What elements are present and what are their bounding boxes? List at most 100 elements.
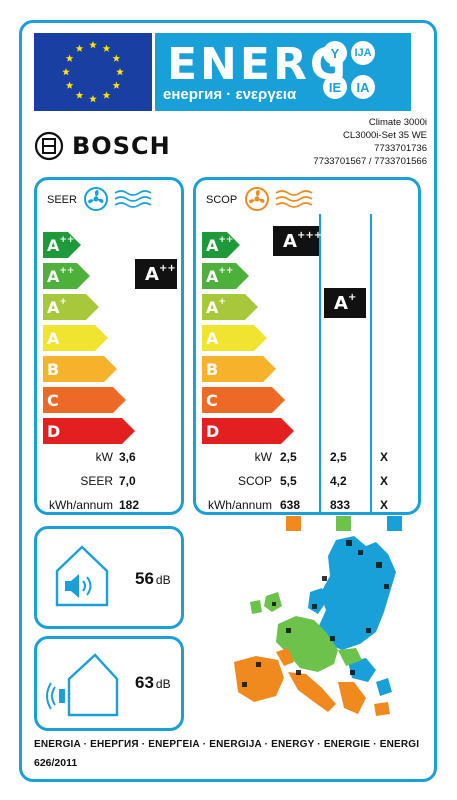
regulation-number: 626/2011 bbox=[34, 757, 78, 769]
cooling-kw-label: kW bbox=[95, 450, 113, 464]
cooling-fan-icon bbox=[84, 187, 108, 211]
zone-square-warmer bbox=[286, 516, 301, 531]
eu-star bbox=[112, 81, 121, 89]
heating-kw-colder: X bbox=[380, 450, 389, 464]
bosch-logo-icon bbox=[34, 131, 64, 161]
indoor-noise-panel: 56 dB bbox=[34, 526, 184, 629]
heating-class-sup: ++ bbox=[218, 266, 234, 276]
zone-square-average bbox=[336, 516, 351, 531]
heating-class-letter: A bbox=[206, 328, 219, 348]
heating-annual-average: 833 bbox=[330, 498, 351, 512]
eu-star bbox=[102, 91, 111, 99]
heating-class-letter: B bbox=[206, 359, 219, 379]
energy-subtitle: енергия · ενεργεια bbox=[163, 86, 297, 103]
heating-annual-warmer: 638 bbox=[280, 498, 301, 512]
eu-star bbox=[62, 68, 70, 76]
model-info: Climate 3000i CL3000i-Set 35 WE 77337017… bbox=[313, 116, 427, 168]
heating-class-letter: D bbox=[206, 421, 220, 441]
cooling-class-sup: + bbox=[59, 297, 67, 307]
cooling-class-arrow-2: A ++ bbox=[43, 263, 90, 289]
cooling-class-arrow-5: B bbox=[43, 356, 117, 382]
heating-class-arrow-2: A ++ bbox=[202, 263, 249, 289]
zone-divider-2 bbox=[370, 214, 372, 512]
heating-class-letter: A bbox=[206, 266, 219, 286]
map-warmer-zone bbox=[234, 648, 390, 716]
heating-panel: SCOP A +++ A ++ A + A B C D A +++ A + kW 2,5 2,5 X … bbox=[193, 177, 421, 515]
cooling-rating-letter: A bbox=[145, 263, 159, 285]
heating-class-arrow-6: C bbox=[202, 387, 285, 413]
indoor-noise-unit: dB bbox=[155, 573, 171, 587]
heating-class-letter: C bbox=[206, 390, 218, 410]
indoor-unit-speaker-icon bbox=[55, 545, 109, 607]
map-outline bbox=[242, 540, 389, 687]
zone-square-colder bbox=[387, 516, 402, 531]
heating-class-letter: A bbox=[206, 235, 219, 255]
outdoor-noise-unit: dB bbox=[155, 677, 171, 691]
cooling-class-letter: A bbox=[47, 235, 60, 255]
heating-class-arrow-4: A bbox=[202, 325, 267, 351]
eu-star bbox=[89, 95, 97, 103]
suffix-ie: IE bbox=[323, 75, 347, 99]
outdoor-noise-panel: 63 dB bbox=[34, 636, 184, 731]
cooling-annual-label: kWh/annum bbox=[48, 498, 113, 512]
eu-stars-icon bbox=[62, 41, 124, 103]
eu-star bbox=[102, 44, 111, 52]
heating-scop-label: SCOP bbox=[237, 474, 272, 488]
cooling-seer-label: SEER bbox=[80, 474, 113, 488]
heating-class-letter: A bbox=[206, 297, 219, 317]
eu-star bbox=[65, 81, 74, 89]
eu-star bbox=[75, 91, 84, 99]
cooling-waves-icon bbox=[114, 190, 152, 208]
cooling-panel: SEER A +++ A ++ A + A B C D A ++ kW 3,6 SEER 7,0 k… bbox=[34, 177, 184, 515]
cooling-class-letter: A bbox=[47, 266, 60, 286]
heating-fan-icon bbox=[245, 187, 269, 211]
europe-climate-map bbox=[234, 536, 396, 716]
eu-star bbox=[65, 54, 74, 62]
cooling-class-arrow-3: A + bbox=[43, 294, 99, 320]
heating-class-arrow-3: A + bbox=[202, 294, 258, 320]
scop-title: SCOP bbox=[206, 194, 238, 206]
brand-name: BOSCH bbox=[72, 132, 171, 160]
suffix-ia: IA bbox=[351, 75, 375, 99]
heating-class-arrow-7: D bbox=[202, 418, 294, 444]
outdoor-noise-value: 63 bbox=[135, 673, 154, 692]
cooling-class-arrow-4: A bbox=[43, 325, 108, 351]
energy-header: ENERG енергия · ενεργεια Y IJA IE IA bbox=[155, 33, 411, 111]
heating-rating-sup-warmer: +++ bbox=[296, 229, 323, 241]
cooling-rating-sup: ++ bbox=[158, 262, 176, 274]
label-frame bbox=[19, 20, 437, 782]
heating-kw-label: kW bbox=[254, 450, 272, 464]
model-line-1: Climate 3000i bbox=[368, 117, 427, 128]
cooling-class-letter: A bbox=[47, 328, 60, 348]
model-line-3: 7733701736 bbox=[374, 143, 427, 154]
model-line-4: 7733701567 / 7733701566 bbox=[313, 156, 427, 167]
cooling-seer-value: 7,0 bbox=[119, 474, 136, 488]
heating-class-arrow-1: A +++ bbox=[202, 232, 240, 258]
cooling-annual-value: 182 bbox=[119, 498, 140, 512]
eu-star bbox=[116, 68, 124, 76]
heating-scop-colder: X bbox=[380, 474, 389, 488]
eu-star bbox=[89, 41, 97, 49]
energy-word: ENERG bbox=[167, 39, 349, 90]
suffix-y: Y bbox=[323, 41, 347, 65]
model-line-2: CL3000i-Set 35 WE bbox=[343, 130, 427, 141]
heating-scop-warmer: 5,5 bbox=[280, 474, 297, 488]
seer-title: SEER bbox=[47, 194, 77, 206]
heating-class-sup: +++ bbox=[218, 235, 242, 245]
cooling-rating-badge: A ++ bbox=[135, 259, 177, 289]
footer-languages: ENERGIA · ЕНЕРГИЯ · ΕΝΕΡΓΕΙΑ · ENERGIJA … bbox=[34, 739, 420, 750]
cooling-class-arrow-6: C bbox=[43, 387, 126, 413]
heating-rating-badge-warmer: A +++ bbox=[273, 226, 323, 256]
outdoor-noise: 63 dB bbox=[135, 673, 171, 693]
heating-rating-letter-warmer: A bbox=[283, 230, 297, 252]
cooling-class-sup: +++ bbox=[59, 235, 83, 245]
heating-rating-badge-average: A + bbox=[324, 288, 366, 318]
eu-star bbox=[75, 44, 84, 52]
heating-kw-warmer: 2,5 bbox=[280, 450, 297, 464]
indoor-noise: 56 dB bbox=[135, 569, 171, 589]
heating-kw-average: 2,5 bbox=[330, 450, 347, 464]
heating-rating-letter-average: A bbox=[334, 292, 348, 314]
heating-scop-average: 4,2 bbox=[330, 474, 347, 488]
cooling-class-letter: D bbox=[47, 421, 61, 441]
cooling-class-letter: A bbox=[47, 297, 60, 317]
